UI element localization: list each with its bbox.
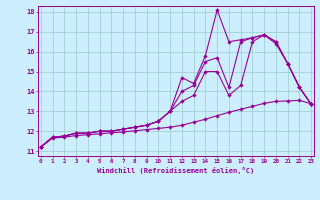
- X-axis label: Windchill (Refroidissement éolien,°C): Windchill (Refroidissement éolien,°C): [97, 167, 255, 174]
